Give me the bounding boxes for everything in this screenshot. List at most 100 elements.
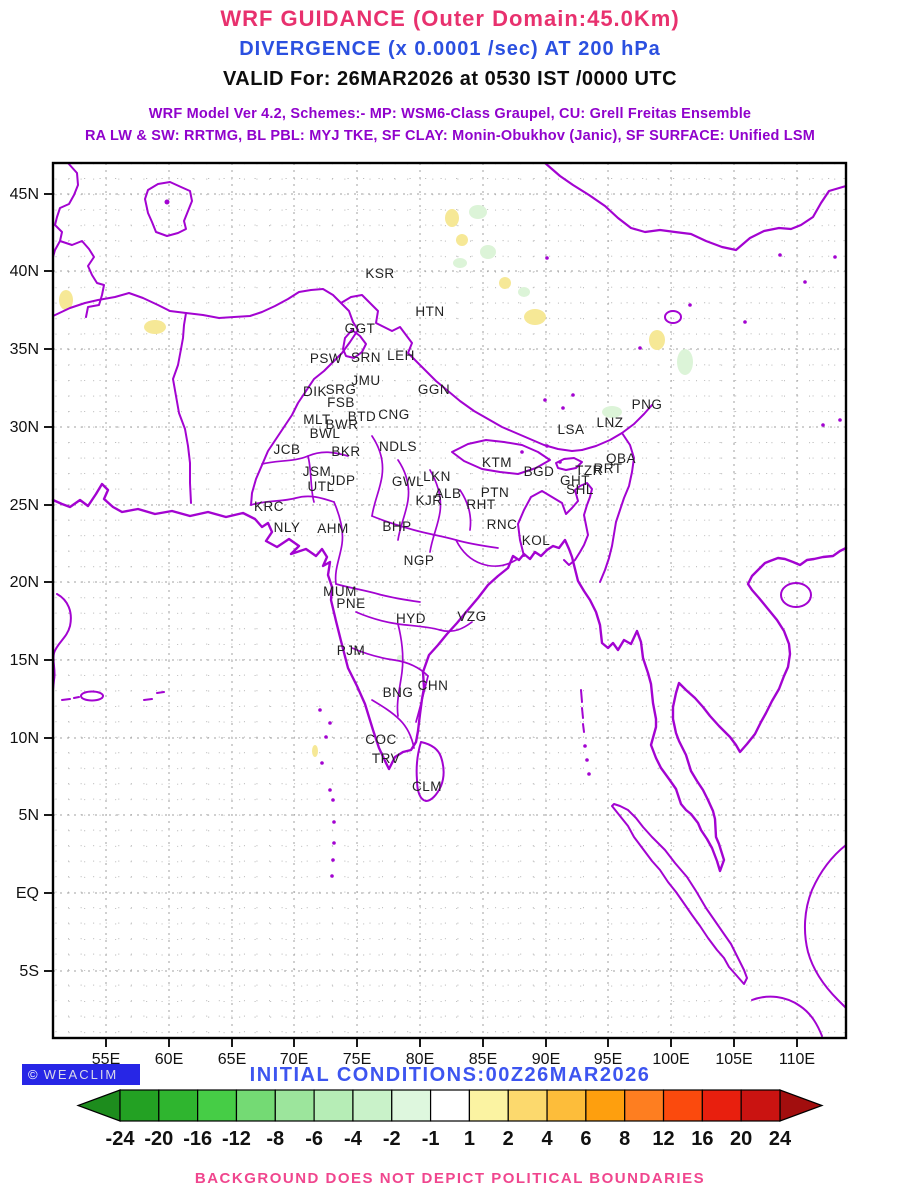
island-speck <box>328 788 332 792</box>
island-speck <box>545 256 549 260</box>
divergence-patch <box>469 205 487 219</box>
station-label-lnz: LNZ <box>596 415 623 430</box>
colorbar: -24-20-16-12-8-6-4-2-11246812162024 <box>0 1080 900 1165</box>
island-speck <box>561 406 565 410</box>
sumatra-island <box>612 804 747 984</box>
station-label-hyd: HYD <box>396 611 426 626</box>
border-iran-pak <box>173 349 191 503</box>
divergence-patch <box>524 309 546 325</box>
colorbar-tick-label: -24 <box>106 1128 136 1150</box>
island-speck <box>838 418 842 422</box>
island-speck <box>328 721 332 725</box>
x-axis-label: 105E <box>715 1051 752 1065</box>
colorbar-segment <box>120 1090 159 1121</box>
wrf-guidance-chart-page: WRF GUIDANCE (Outer Domain:45.0Km) DIVER… <box>0 0 900 1200</box>
colorbar-segment <box>392 1090 431 1121</box>
colorbar-segment <box>159 1090 198 1121</box>
colorbar-tick-label: -20 <box>144 1128 173 1150</box>
colorbar-tick-label: 16 <box>691 1128 713 1150</box>
divergence-patch <box>649 330 665 350</box>
station-label-png: PNG <box>632 397 663 412</box>
colorbar-segment <box>236 1090 275 1121</box>
station-label-bwl: BWL <box>310 426 341 441</box>
socotra-islets <box>62 692 164 700</box>
socotra-island <box>81 692 103 701</box>
divergence-patch <box>518 287 530 297</box>
station-label-krc: KRC <box>254 499 284 514</box>
colorbar-tick-label: -4 <box>344 1128 363 1150</box>
station-label-pne: PNE <box>336 596 365 611</box>
divergence-patch <box>144 320 166 334</box>
station-label-lsa: LSA <box>557 422 584 437</box>
colorbar-tick-label: 8 <box>619 1128 630 1150</box>
station-label-ahm: AHM <box>317 521 349 536</box>
island-speck <box>688 303 692 307</box>
hainan-island <box>781 583 811 607</box>
island-speck <box>638 346 642 350</box>
divergence-shading-layer <box>59 205 693 757</box>
station-label-ggn: GGN <box>418 382 450 397</box>
y-axis-label: 20N <box>10 574 39 591</box>
y-axis-label: 5S <box>19 963 39 980</box>
colorbar-tick-label: -8 <box>266 1128 284 1150</box>
colorbar-tick-label: -1 <box>422 1128 440 1150</box>
x-axis-label: 55E <box>92 1051 120 1065</box>
main-coastline <box>53 484 846 871</box>
station-label-srn: SRN <box>351 350 381 365</box>
station-label-coc: COC <box>365 732 397 747</box>
y-axis-label: 25N <box>10 497 39 514</box>
station-label-ksr: KSR <box>365 266 394 281</box>
x-axis-label: 70E <box>280 1051 308 1065</box>
island-speck <box>320 761 324 765</box>
y-axis-label: 15N <box>10 652 39 669</box>
himalaya-border <box>414 359 582 451</box>
island-speck <box>520 450 524 454</box>
borneo-coast <box>805 845 846 1008</box>
station-label-vzg: VZG <box>457 609 486 624</box>
station-label-bhp: BHP <box>382 519 411 534</box>
x-axis-label: 80E <box>406 1051 434 1065</box>
station-label-psw: PSW <box>310 351 342 366</box>
island-speck <box>585 758 589 762</box>
island-speck <box>332 841 336 845</box>
map-plot: KSRHTNGGTPSWSRNLEHJMUDIKSRGFSBGGNMLTBWRB… <box>0 0 900 1065</box>
station-label-layer: KSRHTNGGTPSWSRNLEHJMUDIKSRGFSBGGNMLTBWRB… <box>254 266 662 794</box>
island-speck <box>324 735 328 739</box>
divergence-patch <box>456 234 468 246</box>
island-speck <box>583 744 587 748</box>
station-label-fsb: FSB <box>327 395 355 410</box>
station-label-ggt: GGT <box>345 321 376 336</box>
station-label-jsm: JSM <box>303 464 332 479</box>
north-border <box>545 163 846 250</box>
colorbar-tick-label: 20 <box>730 1128 752 1150</box>
y-axis-label: EQ <box>16 885 39 902</box>
island-speck <box>543 398 547 402</box>
colorbar-right-arrow <box>780 1090 822 1121</box>
station-label-btd: BTD <box>348 409 377 424</box>
colorbar-segment <box>586 1090 625 1121</box>
station-label-rht: RHT <box>466 497 495 512</box>
station-label-bng: BNG <box>383 685 414 700</box>
colorbar-segment <box>198 1090 237 1121</box>
island-speck <box>331 798 335 802</box>
station-label-utl: UTL <box>307 479 334 494</box>
station-label-ngp: NGP <box>404 553 435 568</box>
station-label-ktm: KTM <box>482 455 512 470</box>
colorbar-tick-label: 12 <box>652 1128 674 1150</box>
station-label-trv: TRV <box>372 751 400 766</box>
island-speck <box>318 708 322 712</box>
divergence-patch <box>499 277 511 289</box>
x-axis-label: 110E <box>779 1051 815 1065</box>
island-speck <box>331 858 335 862</box>
coastline-boundary-layer <box>53 163 846 1036</box>
station-label-pjm: PJM <box>337 643 366 658</box>
colorbar-segment <box>547 1090 586 1121</box>
station-label-htn: HTN <box>415 304 444 319</box>
divergence-patch <box>480 245 496 259</box>
andaman-islands <box>581 690 584 732</box>
colorbar-tick-label: 2 <box>503 1128 514 1150</box>
map-frame <box>53 163 846 1038</box>
y-axis-label: 45N <box>10 186 39 203</box>
station-label-jcb: JCB <box>273 442 300 457</box>
y-axis-label: 5N <box>19 807 39 824</box>
